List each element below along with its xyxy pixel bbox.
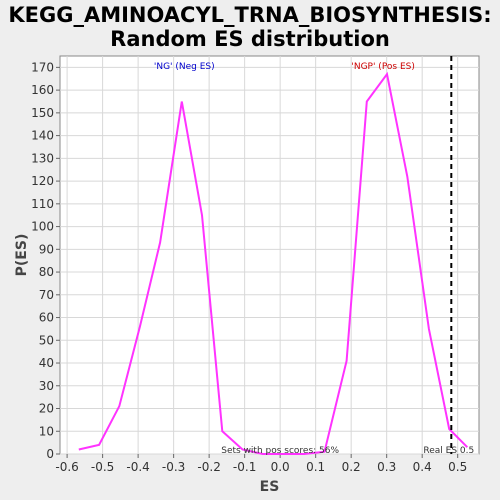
y-tick-label: 10: [39, 424, 54, 438]
x-axis-label: ES: [260, 479, 280, 495]
x-tick-label: -0.2: [197, 460, 220, 474]
y-tick-label: 30: [39, 379, 54, 393]
pos-es-label: 'NGP' (Pos ES): [351, 62, 415, 72]
y-tick-label: 130: [31, 151, 54, 165]
x-tick-label: -0.1: [233, 460, 256, 474]
y-tick-label: 60: [39, 311, 54, 325]
y-tick-label: 120: [31, 174, 54, 188]
x-tick-label: -0.3: [162, 460, 185, 474]
x-tick-label: -0.6: [55, 460, 78, 474]
x-tick-label: -0.4: [126, 460, 149, 474]
y-tick-label: 150: [31, 106, 54, 120]
y-tick-label: 90: [39, 242, 54, 256]
sets-pos-scores-label: Sets with pos scores: 56%: [221, 446, 339, 456]
x-tick-label: 0.0: [271, 460, 290, 474]
x-tick-label: 0.4: [413, 460, 432, 474]
x-tick-label: 0.3: [377, 460, 396, 474]
x-tick-label: 0.2: [342, 460, 361, 474]
y-tick-label: 40: [39, 356, 54, 370]
y-tick-label: 170: [31, 60, 54, 74]
y-axis-label: P(ES): [14, 234, 30, 277]
y-tick-label: 70: [39, 288, 54, 302]
chart-title-line-2: Random ES distribution: [110, 27, 390, 51]
y-tick-label: 140: [31, 129, 54, 143]
series-line: [78, 71, 469, 455]
y-tick-label: 20: [39, 402, 54, 416]
neg-es-label: 'NG' (Neg ES): [154, 62, 215, 72]
y-tick-label: 80: [39, 265, 54, 279]
real-es-label: Real ES 0.5: [423, 446, 474, 456]
y-tick-label: 0: [46, 447, 54, 461]
x-tick-label: 0.5: [448, 460, 467, 474]
y-tick-label: 50: [39, 333, 54, 347]
plot-area: [59, 55, 480, 455]
y-tick-label: 100: [31, 220, 54, 234]
chart-title-line-1: KEGG_AMINOACYL_TRNA_BIOSYNTHESIS:: [8, 3, 492, 27]
x-axis: -0.6 -0.5 -0.4 -0.3 -0.2 -0.1 0.0 0.1 0.2 0.3 0.4 0…: [55, 454, 467, 474]
y-tick-label: 110: [31, 197, 54, 211]
y-axis: 0 10 20 30 40 50 60 70 80 90 100 110 120 130 140 150 160…: [31, 60, 60, 461]
x-tick-label: 0.1: [306, 460, 325, 474]
x-tick-label: -0.5: [91, 460, 114, 474]
y-tick-label: 160: [31, 83, 54, 97]
